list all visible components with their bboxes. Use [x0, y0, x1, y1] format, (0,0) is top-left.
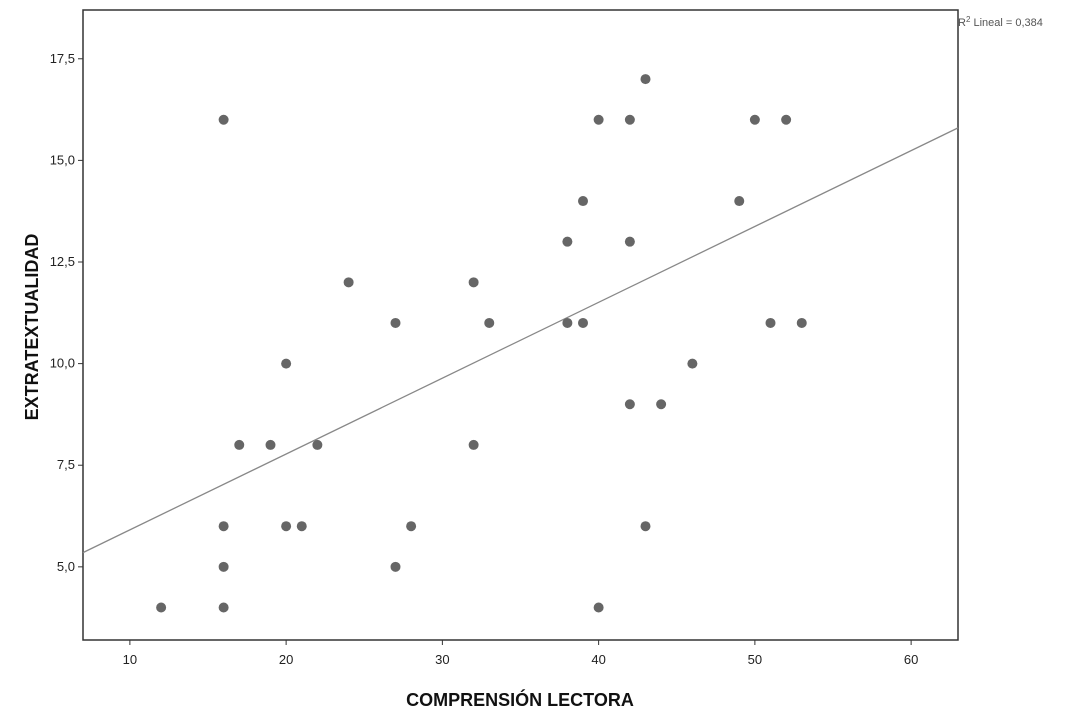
- data-point: [468, 277, 479, 288]
- data-point: [687, 358, 698, 369]
- data-point: [578, 196, 588, 207]
- data-point: [796, 317, 807, 328]
- fit-line: [82, 127, 959, 554]
- points-layer: [156, 74, 807, 613]
- data-point: [624, 114, 635, 125]
- data-point: [296, 521, 307, 532]
- data-point: [390, 561, 401, 572]
- data-point: [281, 521, 292, 532]
- r2-prefix: R: [958, 17, 966, 29]
- plot-frame: [82, 9, 959, 641]
- data-point: [640, 521, 651, 532]
- data-point: [218, 602, 229, 613]
- data-point: [656, 399, 667, 410]
- data-point: [593, 114, 604, 125]
- data-point: [218, 114, 229, 125]
- r2-text: Lineal = 0,384: [970, 17, 1042, 29]
- y-axis-title: EXTRATEXTUALIDAD: [22, 234, 42, 421]
- data-point: [484, 317, 495, 328]
- x-tick-label: 40: [591, 652, 605, 667]
- r2-superscript: 2: [966, 15, 971, 24]
- data-point: [343, 277, 354, 288]
- x-tick-label: 20: [279, 652, 293, 667]
- y-tick-label: 12,5: [50, 254, 75, 269]
- y-tick-label: 15,0: [50, 152, 75, 167]
- x-tick-label: 30: [435, 652, 449, 667]
- data-point: [781, 114, 792, 125]
- data-point: [265, 439, 276, 450]
- y-tick-label: 17,5: [50, 51, 75, 66]
- r2-annotation: R2 Lineal = 0,384: [958, 15, 1043, 29]
- data-point: [390, 317, 401, 328]
- y-tick-label: 5,0: [57, 559, 75, 574]
- data-point: [234, 439, 245, 450]
- data-point: [624, 236, 635, 247]
- x-tick-label: 10: [123, 652, 137, 667]
- data-point: [734, 196, 745, 207]
- data-point: [749, 114, 760, 125]
- data-point: [624, 399, 635, 410]
- fit-line-layer: [82, 127, 959, 554]
- data-point: [218, 561, 229, 572]
- x-axis-ticks: 10 20 30 40 50 60: [123, 640, 918, 667]
- data-point: [281, 358, 292, 369]
- x-tick-label: 60: [904, 652, 918, 667]
- y-tick-label: 10,0: [50, 356, 75, 371]
- y-axis-ticks: 5,0 7,5 10,0 12,5 15,0 17,5: [50, 51, 83, 574]
- data-point: [468, 439, 479, 450]
- x-axis-title: COMPRENSIÓN LECTORA: [406, 689, 634, 710]
- data-point: [578, 317, 588, 328]
- data-point: [218, 521, 229, 532]
- data-point: [406, 521, 417, 532]
- data-point: [562, 317, 573, 328]
- data-point: [593, 602, 604, 613]
- data-point: [765, 317, 776, 328]
- data-point: [312, 439, 323, 450]
- x-tick-label: 50: [748, 652, 762, 667]
- data-point: [156, 602, 167, 613]
- data-point: [640, 74, 651, 85]
- y-tick-label: 7,5: [57, 457, 75, 472]
- data-point: [562, 236, 573, 247]
